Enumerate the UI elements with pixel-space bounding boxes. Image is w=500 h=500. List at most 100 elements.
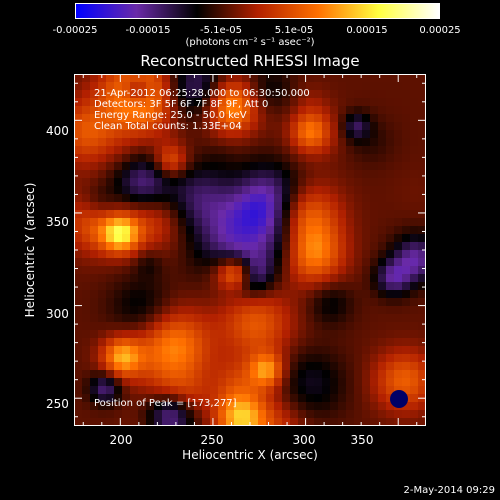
heatmap-cell xyxy=(314,210,323,219)
heatmap-cell xyxy=(346,82,355,91)
heatmap-cell xyxy=(346,394,355,403)
heatmap-cell xyxy=(386,74,395,83)
heatmap-cell xyxy=(282,354,291,363)
heatmap-cell xyxy=(170,234,179,243)
heatmap-cell xyxy=(210,346,219,355)
heatmap-cell xyxy=(378,138,387,147)
heatmap-cell xyxy=(402,154,411,163)
heatmap-cell xyxy=(194,346,203,355)
heatmap-cell xyxy=(130,346,139,355)
heatmap-cell xyxy=(290,386,299,395)
heatmap-cell xyxy=(306,194,315,203)
heatmap-cell xyxy=(250,194,259,203)
heatmap-cell xyxy=(106,266,115,275)
heatmap-cell xyxy=(290,218,299,227)
heatmap-cell xyxy=(314,338,323,347)
heatmap-cell xyxy=(410,154,419,163)
heatmap-cell xyxy=(210,210,219,219)
heatmap-cell xyxy=(194,386,203,395)
heatmap-cell xyxy=(226,306,235,315)
heatmap-cell xyxy=(410,250,419,259)
heatmap-cell xyxy=(290,282,299,291)
heatmap-cell xyxy=(154,186,163,195)
heatmap-cell xyxy=(186,330,195,339)
heatmap-cell xyxy=(258,186,267,195)
heatmap-cell xyxy=(218,370,227,379)
heatmap-cell xyxy=(186,338,195,347)
heatmap-cell xyxy=(194,202,203,211)
heatmap-cell xyxy=(266,322,275,331)
heatmap-cell xyxy=(402,234,411,243)
heatmap-cell xyxy=(266,418,275,426)
heatmap-cell xyxy=(298,186,307,195)
heatmap-cell xyxy=(90,394,99,403)
heatmap-cell xyxy=(322,306,331,315)
heatmap-cell xyxy=(170,178,179,187)
heatmap-cell xyxy=(354,106,363,115)
heatmap-cell xyxy=(170,362,179,371)
heatmap-cell xyxy=(362,218,371,227)
heatmap-cell xyxy=(266,130,275,139)
heatmap-cell xyxy=(354,82,363,91)
heatmap-cell xyxy=(250,210,259,219)
heatmap-cell xyxy=(154,330,163,339)
heatmap-cell xyxy=(314,354,323,363)
heatmap-cell xyxy=(130,106,139,115)
heatmap-cell xyxy=(234,298,243,307)
heatmap-cell xyxy=(258,250,267,259)
heatmap-cell xyxy=(346,186,355,195)
heatmap-cell xyxy=(402,186,411,195)
heatmap-cell xyxy=(354,122,363,131)
heatmap-cell xyxy=(394,114,403,123)
heatmap-cell xyxy=(186,138,195,147)
heatmap-cell xyxy=(114,330,123,339)
heatmap-cell xyxy=(322,162,331,171)
heatmap-cell xyxy=(242,386,251,395)
heatmap-cell xyxy=(138,146,147,155)
heatmap-cell xyxy=(274,90,283,99)
heatmap-cell xyxy=(386,354,395,363)
heatmap-cell xyxy=(218,330,227,339)
heatmap-cell xyxy=(218,402,227,411)
heatmap-cell xyxy=(258,242,267,251)
heatmap-cell xyxy=(210,330,219,339)
heatmap-cell xyxy=(218,290,227,299)
heatmap-cell xyxy=(74,250,83,259)
heatmap-cell xyxy=(138,138,147,147)
heatmap-cell xyxy=(122,82,131,91)
heatmap-cell xyxy=(394,362,403,371)
heatmap-cell xyxy=(122,154,131,163)
heatmap-cell xyxy=(122,170,131,179)
heatmap-cell xyxy=(226,394,235,403)
heatmap-cell xyxy=(250,298,259,307)
heatmap-cell xyxy=(354,282,363,291)
heatmap-cell xyxy=(258,362,267,371)
heatmap-cell xyxy=(138,162,147,171)
heatmap-cell xyxy=(362,266,371,275)
heatmap-cell xyxy=(378,266,387,275)
heatmap-cell xyxy=(138,186,147,195)
heatmap-cell xyxy=(258,258,267,267)
heatmap-cell xyxy=(362,194,371,203)
heatmap-cell xyxy=(138,154,147,163)
heatmap-cell xyxy=(210,298,219,307)
heatmap-cell xyxy=(122,114,131,123)
heatmap-cell xyxy=(314,410,323,419)
heatmap-cell xyxy=(394,210,403,219)
heatmap-cell xyxy=(362,394,371,403)
heatmap-cell xyxy=(122,98,131,107)
heatmap-cell xyxy=(338,170,347,179)
heatmap-cell xyxy=(250,90,259,99)
heatmap-cell xyxy=(74,194,83,203)
heatmap-cell xyxy=(330,298,339,307)
heatmap-cell xyxy=(370,114,379,123)
heatmap-cell xyxy=(202,322,211,331)
heatmap-cell xyxy=(330,178,339,187)
heatmap-cell xyxy=(122,242,131,251)
heatmap-cell xyxy=(314,322,323,331)
heatmap-cell xyxy=(274,170,283,179)
heatmap-cell xyxy=(186,90,195,99)
heatmap-cell xyxy=(314,394,323,403)
heatmap-cell xyxy=(250,314,259,323)
heatmap-cell xyxy=(170,402,179,411)
